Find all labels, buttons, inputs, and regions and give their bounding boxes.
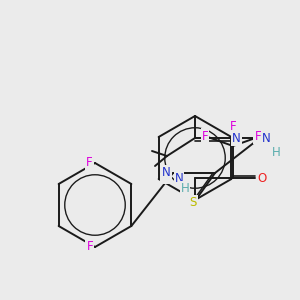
Text: F: F [230, 119, 236, 133]
Text: O: O [257, 172, 266, 184]
Text: N: N [175, 172, 183, 184]
Text: N: N [232, 131, 241, 145]
Text: N: N [162, 167, 171, 179]
Text: F: F [202, 130, 208, 142]
Text: F: F [86, 241, 93, 254]
Text: H: H [160, 169, 169, 182]
Text: F: F [86, 157, 93, 169]
Text: N: N [262, 131, 271, 145]
Text: F: F [254, 130, 261, 142]
Text: H: H [272, 146, 280, 158]
Text: S: S [189, 196, 197, 209]
Text: H: H [181, 182, 189, 196]
